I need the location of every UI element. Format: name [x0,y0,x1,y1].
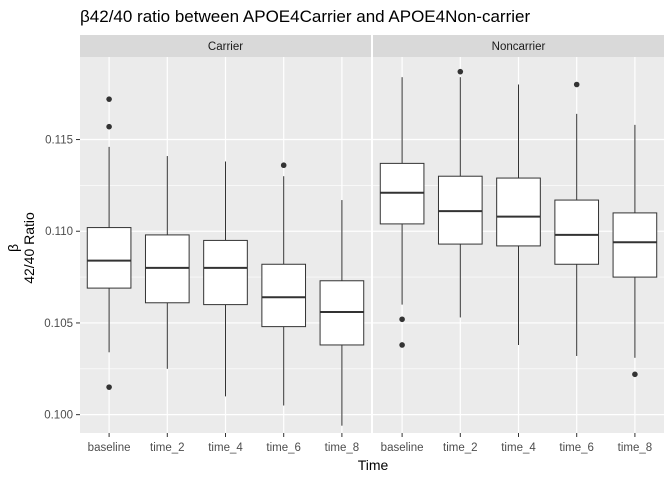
x-tick-label: time_4 [208,442,243,454]
y-axis-title-line-2: 42/40 Ratio [21,212,37,284]
box-iqr [261,263,307,328]
outlier-point [632,371,638,378]
x-tick-label: time_2 [150,442,185,454]
facet-strip [80,35,371,57]
x-tick-label: time_4 [501,442,536,454]
facet-strip [373,35,664,57]
box-time_8 [612,124,658,378]
facet-strip-label: Noncarrier [492,41,546,53]
y-axis-title: β 42/40 Ratio [5,212,37,284]
facet-panel-carrier: Carrier baseline time_2 time_4 time_6 time_8 [80,35,371,454]
box-baseline [86,96,132,390]
y-tick-label: 0.105 [44,318,73,330]
box-time_4 [496,84,541,345]
x-tick-label: baseline [88,442,131,454]
box-iqr [203,239,248,306]
outlier-point [106,384,112,390]
facet-strip-label: Carrier [208,41,243,53]
outlier-point [399,342,405,348]
y-tick-label: 0.110 [45,226,73,238]
box-iqr [86,227,132,289]
x-axis-title: Time [358,457,389,473]
box-iqr [554,199,600,265]
y-tick-label: 0.115 [45,135,73,147]
box-time_6 [261,162,307,406]
y-axis-title-line-1: β [5,244,21,252]
outlier-point [573,81,580,88]
box-time_8 [319,200,365,426]
x-tick-label: time_2 [443,442,478,454]
box-time_2 [144,156,190,369]
chart-title: β42/40 ratio between APOE4Carrier and AP… [80,7,530,26]
outlier-point [280,162,287,169]
box-time_2 [437,68,483,318]
box-iqr [612,212,658,278]
y-tick-label: 0.100 [44,410,73,422]
box-time_4 [203,161,248,397]
outlier-point [399,316,405,323]
x-tick-label: time_8 [325,442,360,454]
x-tick-label: baseline [381,442,424,454]
x-tick-label: time_8 [618,442,653,454]
box-iqr [496,177,541,247]
box-time_6 [554,81,600,356]
facet-panels: 0.100 0.105 0.110 0.115 Carrier baseline time_… [44,35,664,454]
outlier-point [457,68,464,75]
x-tick-label: time_6 [559,442,594,454]
facet-panel-noncarrier: Noncarrier baseline time_2 time_4 time_6 time… [373,35,664,454]
x-tick-label: time_6 [266,442,301,454]
outlier-point [106,123,112,130]
box-baseline [379,77,425,348]
outlier-point [106,96,112,102]
